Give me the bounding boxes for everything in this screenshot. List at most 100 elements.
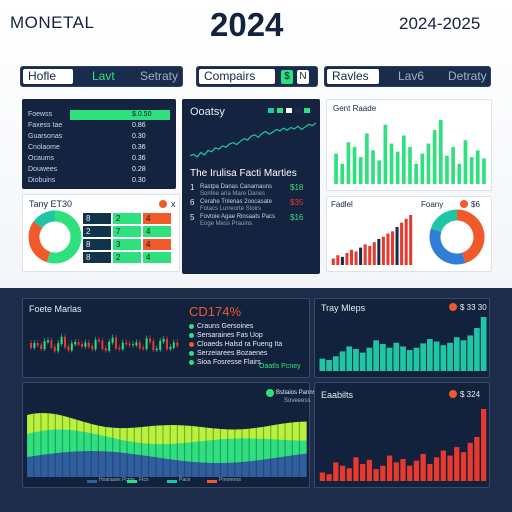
tab-lav6[interactable]: Lav6 [398, 69, 425, 83]
donut-slice [430, 209, 458, 233]
bar [353, 457, 359, 481]
tab-lavt[interactable]: Lavt [92, 69, 115, 83]
table-row-value: 0.36 [132, 144, 146, 151]
item-number: 1 [190, 183, 195, 192]
bar [359, 247, 363, 265]
bar [326, 474, 332, 481]
orange-bar-panel: Eaabilts $ 324 [314, 382, 490, 488]
table-row-label: Cnolaome [28, 144, 60, 151]
tabbar-right: Ravles Lav6 Detraty [324, 66, 491, 87]
grid-line [33, 387, 35, 477]
candle-body [108, 341, 111, 351]
grid-line [191, 387, 193, 477]
candle-body [67, 346, 70, 351]
item-value: $16 [290, 213, 304, 222]
tab-setraty[interactable]: Setraty [140, 69, 179, 83]
tab-hofle[interactable]: Hofle [23, 69, 73, 84]
item-value: $18 [290, 183, 304, 192]
mixed-badge[interactable]: $6 [471, 200, 480, 209]
candle-item: Sersaraines Fas Uop [197, 332, 263, 339]
bar [395, 226, 399, 265]
date-range[interactable]: 2024-2025 [399, 14, 481, 33]
table-row-value: $.0.50 [132, 111, 152, 118]
center-panel: Ooatsy The Irulisa Facti Marties 1 Rastpa… [182, 99, 320, 274]
bar [334, 153, 338, 184]
bar [381, 236, 385, 265]
tab-ravles[interactable]: Ravles [327, 69, 379, 84]
candle-body [135, 342, 138, 346]
red-bar-chart [331, 211, 413, 269]
grid-line [284, 387, 286, 477]
bar [475, 150, 480, 184]
bar [414, 163, 418, 184]
bar [432, 130, 437, 184]
candle-body [132, 344, 134, 346]
orange-bar-badge[interactable]: $ 324 [460, 390, 481, 399]
grid-cell: 2 [83, 226, 111, 237]
item-sub: Fotacs Lurreorte Stoirs [200, 206, 262, 212]
bar-chart-title: Gent Raade [333, 104, 377, 113]
grid-indicator[interactable]: x [171, 199, 176, 209]
item-text: Fovtoie Agae Rinsaats Pacs [200, 214, 276, 220]
bar [333, 462, 339, 481]
maps-badge[interactable]: $ 33 30 [460, 303, 487, 312]
donut-slice [429, 228, 466, 265]
bar [336, 255, 340, 265]
bar [393, 462, 399, 481]
area-series [27, 451, 307, 477]
currency-toggle[interactable]: $ [281, 70, 293, 84]
candle-body [125, 342, 128, 345]
donut-slice [46, 210, 82, 264]
tab-compairs[interactable]: Compairs [199, 69, 275, 84]
bar [469, 157, 474, 184]
grid-line [97, 387, 99, 477]
candle-body [40, 344, 43, 350]
legend-swatch [268, 108, 274, 113]
bar [319, 472, 325, 481]
bar [400, 458, 406, 481]
candle-body [87, 342, 90, 347]
bar [379, 344, 386, 371]
status-dot-icon [460, 200, 468, 208]
bar [420, 343, 427, 371]
donut-slice [456, 209, 485, 264]
item-sub: Sonfee aria Mare Danes [200, 191, 266, 197]
bar [480, 317, 487, 371]
year-title: 2024 [210, 6, 284, 43]
table-row-label: Diobuins [28, 177, 56, 184]
candle-body [128, 343, 131, 346]
grid-line [248, 387, 250, 477]
center-panel-title: Ooatsy [190, 106, 225, 118]
candle-item: Serzeiarees Bozaenes [197, 350, 268, 357]
bar [413, 460, 420, 481]
candle-body [155, 348, 158, 351]
bar [408, 146, 412, 184]
units-toggle[interactable]: N [297, 70, 309, 84]
line-chart [190, 117, 316, 161]
candle-body [64, 336, 66, 348]
candle-body [74, 342, 77, 345]
legend-label: Ftcs [139, 477, 149, 483]
item-text: Cerahe Tnlenas 2oocasate [200, 199, 272, 205]
table-row-value: 0.30 [132, 133, 146, 140]
grid-line [148, 387, 150, 477]
grid-line [54, 387, 56, 477]
legend-swatch [304, 108, 310, 113]
bar [386, 455, 393, 481]
bar [389, 143, 394, 184]
candlestick-chart [27, 315, 183, 375]
bar [349, 249, 354, 265]
bar [453, 337, 460, 371]
legend-swatch [286, 108, 292, 113]
bar [353, 348, 359, 371]
status-dot-icon [266, 389, 274, 397]
bar [440, 450, 446, 481]
candle-body [138, 342, 141, 349]
grid-cell: 8 [83, 252, 111, 263]
candle-body [33, 343, 36, 348]
bar [365, 133, 369, 184]
grid-line [133, 387, 135, 477]
grid-line [76, 387, 78, 477]
tab-detraty[interactable]: Detraty [448, 69, 487, 83]
bar [454, 447, 460, 481]
